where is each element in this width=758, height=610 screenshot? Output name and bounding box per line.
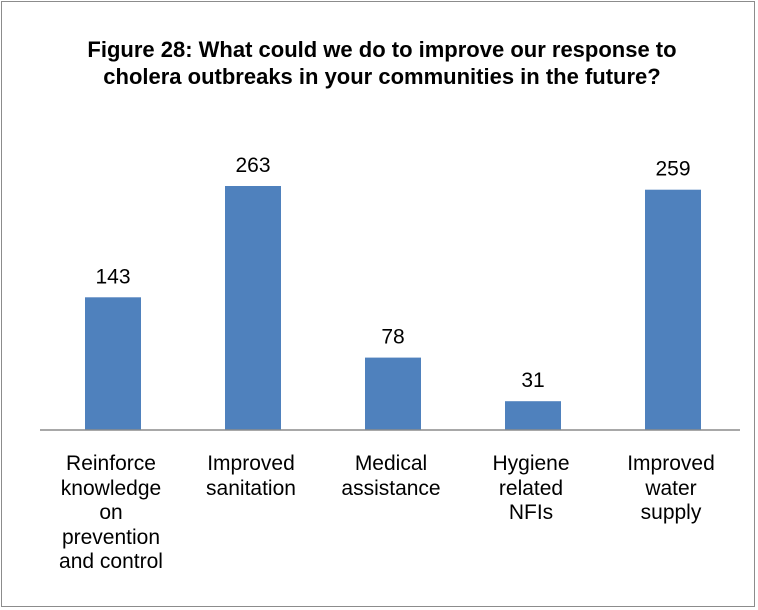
category-label-1: Reinforce knowledge on prevention and contro… — [47, 452, 175, 575]
category-label-line: assistance — [341, 476, 441, 500]
bar-1 — [85, 297, 141, 430]
category-label-line: knowledge — [60, 476, 162, 500]
bar-4 — [505, 401, 561, 430]
category-label-4: Hygiene related NFIs — [467, 452, 595, 526]
category-label-line: sanitation — [206, 476, 296, 500]
category-label-line: prevention — [61, 525, 161, 549]
category-label-line: Medical — [354, 452, 428, 475]
category-label-line: water — [645, 476, 697, 500]
bar-5 — [645, 189, 701, 430]
bars-group — [85, 186, 701, 430]
category-label-5: Improved water supply — [607, 452, 735, 526]
data-label-5: 259 — [655, 158, 690, 181]
data-label-1: 143 — [95, 265, 130, 288]
data-label-2: 263 — [235, 154, 270, 177]
category-label-line: Reinforce — [66, 452, 156, 475]
category-label-line: NFIs — [508, 501, 554, 524]
bar-2 — [225, 186, 281, 430]
category-label-line: Improved — [207, 452, 295, 475]
category-label-line: and control — [59, 550, 163, 573]
category-label-line: supply — [640, 501, 702, 524]
chart-title: Figure 28: What could we do to improve o… — [87, 37, 677, 89]
bar-3 — [365, 357, 421, 430]
category-label-2: Improved sanitation — [187, 452, 315, 501]
value-labels-group: 143 263 78 31 259 — [95, 154, 690, 392]
category-label-3: Medical assistance — [327, 452, 455, 501]
category-label-line: related — [498, 476, 564, 500]
category-label-line: Hygiene — [492, 452, 570, 475]
category-label-line: on — [99, 501, 123, 524]
category-label-line: Improved — [627, 452, 715, 475]
data-label-4: 31 — [521, 369, 544, 392]
data-label-3: 78 — [381, 326, 404, 349]
